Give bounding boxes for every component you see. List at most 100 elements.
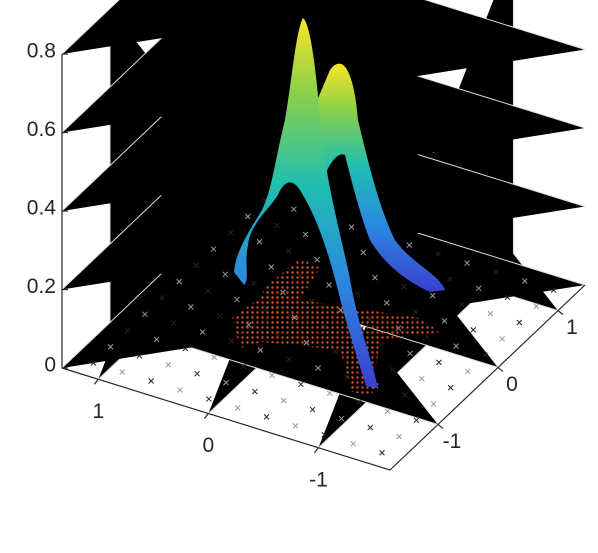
sample-marker: [170, 320, 177, 327]
footprint-patch: [232, 292, 440, 396]
sample-marker: [436, 359, 442, 366]
sample-marker: [234, 405, 241, 411]
sample-marker: [315, 365, 321, 371]
sample-marker: [367, 424, 374, 431]
sample-marker: [355, 399, 362, 406]
sample-marker: [188, 304, 194, 310]
sample-marker: [309, 406, 316, 413]
sample-marker: [360, 249, 367, 256]
sample-marker: [418, 375, 425, 382]
sample-marker: [286, 356, 293, 362]
tick-mark: [557, 310, 564, 316]
surface: [234, 18, 445, 388]
tick-mark: [313, 447, 319, 454]
sample-marker: [396, 433, 403, 440]
sample-marker: [321, 431, 328, 438]
sample-marker: [210, 246, 217, 252]
sample-marker: [482, 352, 488, 358]
sample-marker: [412, 309, 419, 315]
sample-marker: [429, 292, 436, 299]
sample-marker: [447, 384, 454, 391]
sample-marker: [194, 370, 200, 377]
sample-marker: [227, 229, 234, 236]
sample-marker: [252, 388, 258, 395]
sample-marker: [292, 422, 299, 429]
sample-marker: [211, 354, 218, 361]
y-tick-label: -1: [443, 430, 462, 453]
sample-marker: [470, 326, 477, 333]
sample-marker: [464, 368, 471, 375]
z-tick-label: 0.4: [27, 197, 57, 220]
axes: 0 0.2 0.4 0.6 0.8 1 0 -1 -1 0 1: [27, 40, 586, 491]
sample-marker: [400, 283, 407, 290]
sample-marker: [430, 401, 437, 407]
sample-marker: [119, 369, 126, 375]
sample-marker: [314, 256, 321, 263]
sample-marker: [413, 417, 420, 424]
z-tick-label: 0: [44, 354, 56, 377]
sample-marker: [216, 312, 223, 319]
sample-marker: [153, 336, 160, 343]
sample-marker: [273, 222, 280, 229]
sample-marker: [182, 345, 189, 352]
sample-marker: [441, 318, 448, 324]
sample-marker: [193, 262, 200, 269]
sample-marker: [302, 231, 309, 238]
sample-marker: [107, 343, 114, 350]
tick-mark: [437, 423, 444, 429]
sample-marker: [406, 242, 413, 248]
sample-marker: [372, 274, 378, 281]
sample-marker: [350, 440, 357, 447]
sample-marker: [199, 329, 206, 335]
sample-marker: [177, 387, 183, 393]
sample-marker: [257, 347, 264, 353]
sample-marker: [222, 271, 229, 278]
sample-marker: [493, 269, 499, 275]
x-tick-label: 0: [203, 434, 215, 457]
sample-marker: [263, 414, 270, 420]
sample-marker: [228, 338, 235, 344]
sample-marker: [159, 295, 165, 301]
sample-marker: [240, 363, 247, 370]
sample-marker: [354, 291, 361, 297]
sample-marker: [384, 408, 391, 415]
sample-marker: [338, 415, 345, 422]
sample-marker: [290, 206, 297, 213]
sample-marker: [407, 350, 413, 357]
sample-marker: [205, 396, 212, 402]
z-tick-label: 0.6: [27, 118, 56, 141]
sample-marker: [453, 343, 459, 349]
sample-marker: [326, 282, 332, 288]
sample-marker: [424, 334, 431, 341]
x-tick-label: -1: [309, 468, 328, 491]
surface-ridge: [234, 18, 378, 388]
sample-marker: [487, 310, 494, 317]
sample-marker: [124, 327, 131, 334]
sample-marker: [458, 301, 465, 308]
sample-marker: [516, 319, 523, 326]
sample-marker: [298, 381, 304, 388]
sample-marker: [435, 251, 442, 257]
sample-marker: [251, 280, 257, 287]
sample-marker: [285, 247, 292, 254]
sample-marker: [90, 360, 97, 366]
sample-marker: [332, 348, 339, 355]
sample-marker: [280, 397, 287, 404]
sample-marker: [136, 352, 143, 359]
sample-marker: [475, 285, 482, 292]
sample-marker: [390, 366, 396, 373]
z-tick-label: 0.2: [27, 275, 56, 298]
sample-marker: [326, 390, 333, 397]
y-tick-label: 0: [506, 373, 518, 396]
sample-marker: [176, 278, 183, 285]
y-tick-label: 1: [566, 316, 578, 339]
z-tick-label: 0.8: [27, 40, 56, 63]
sample-marker: [550, 287, 557, 293]
sample-marker: [165, 361, 172, 368]
sample-marker: [234, 296, 240, 303]
sample-marker: [256, 238, 263, 245]
sample-marker: [499, 335, 505, 342]
sample-marker: [379, 449, 385, 456]
